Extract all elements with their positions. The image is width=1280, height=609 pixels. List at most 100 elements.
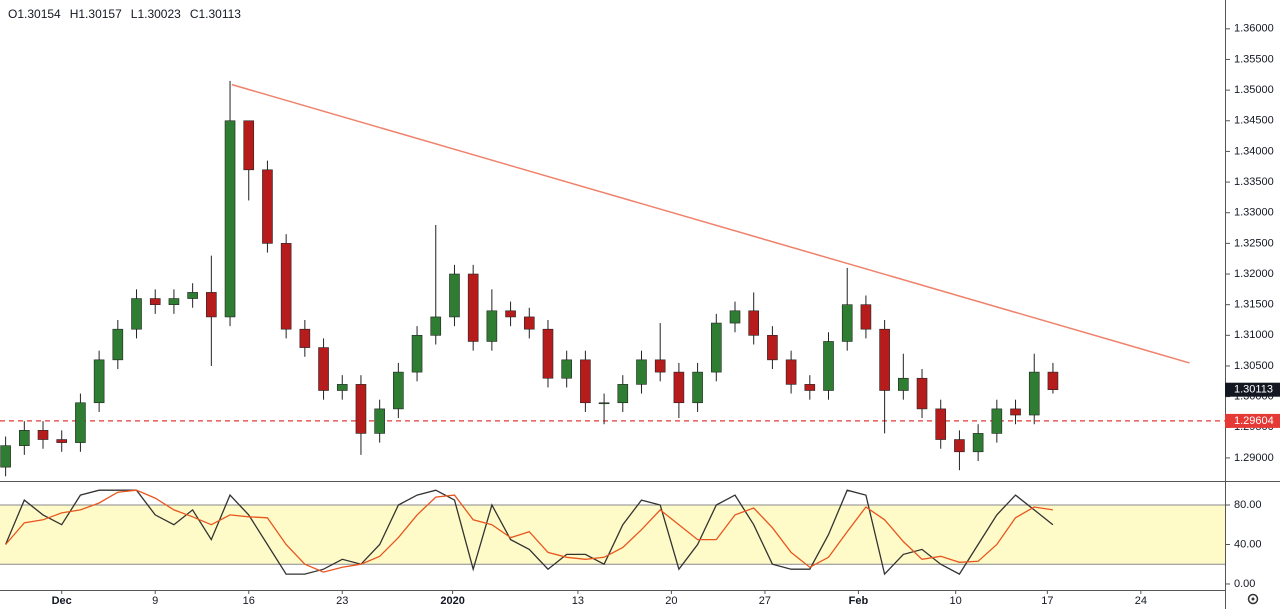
- support-price-label: 1.29604: [1234, 415, 1274, 427]
- candle-body: [673, 371, 685, 404]
- trendline: [231, 83, 1190, 364]
- candle-body: [93, 359, 105, 404]
- candle-body: [804, 384, 816, 391]
- candle-body: [467, 273, 479, 342]
- candle-body: [411, 335, 423, 373]
- candle-body: [785, 359, 797, 385]
- y-tick-label: 1.35000: [1234, 84, 1274, 96]
- candle-body: [187, 292, 198, 299]
- candle-body: [0, 445, 11, 468]
- candle-body: [224, 120, 236, 318]
- gear[interactable]: [1247, 593, 1259, 605]
- candle-body: [954, 439, 965, 453]
- candle-body: [318, 347, 329, 391]
- candle-body: [355, 384, 367, 434]
- y-tick-label: 1.32000: [1234, 268, 1274, 280]
- candle-body: [243, 120, 255, 171]
- candle-body: [149, 298, 161, 305]
- candle-body: [1010, 408, 1021, 416]
- candle-body: [935, 408, 947, 440]
- x-tick-label: 27: [759, 595, 771, 607]
- candle-body: [56, 439, 68, 443]
- candle-body: [636, 359, 647, 385]
- candle-body: [972, 433, 984, 453]
- y-tick-label: 1.36000: [1234, 23, 1274, 35]
- candle-body: [280, 243, 292, 330]
- candle-body: [767, 335, 778, 361]
- candle-body: [19, 430, 30, 446]
- y-tick-label: 40.00: [1234, 538, 1262, 550]
- ohlc-legend-item: C1.30113: [190, 7, 241, 21]
- y-tick-label: 0.00: [1234, 578, 1255, 590]
- candle-body: [841, 304, 853, 342]
- y-tick-label: 1.31500: [1234, 299, 1274, 311]
- y-tick-label: 1.30500: [1234, 360, 1274, 372]
- candle-body: [168, 298, 180, 305]
- y-tick-label: 1.34500: [1234, 115, 1274, 127]
- x-tick-label: 10: [950, 595, 962, 607]
- candle-body: [580, 359, 591, 404]
- ohlc-legend-item: L1.30023: [131, 7, 181, 21]
- candle-body: [542, 328, 554, 379]
- candle-body: [823, 341, 834, 391]
- price-label-box: [1225, 413, 1280, 428]
- candle-body: [879, 328, 890, 391]
- ohlc-legend-item: H1.30157: [70, 7, 122, 21]
- settings-icon[interactable]: [1247, 593, 1259, 605]
- candle-body: [393, 371, 404, 410]
- candle-body: [898, 377, 909, 391]
- candle-body: [692, 371, 703, 404]
- price-label-box: [1225, 382, 1280, 397]
- candle-body: [336, 384, 348, 391]
- last-price-label: 1.30113: [1234, 384, 1273, 396]
- candle-body: [617, 384, 629, 404]
- stoch-line: [5, 489, 1054, 576]
- candle-body: [430, 316, 442, 336]
- y-tick-label: 1.35500: [1234, 53, 1274, 65]
- y-tick-label: 80.00: [1234, 499, 1262, 511]
- candle-body: [654, 359, 666, 373]
- candle-body: [206, 292, 217, 318]
- y-tick-label: 1.29000: [1234, 452, 1274, 464]
- candle-body: [299, 328, 311, 348]
- candle-body: [37, 430, 49, 440]
- candle-body: [1047, 371, 1059, 391]
- candle-body: [748, 310, 760, 336]
- y-tick-label: 1.34000: [1234, 145, 1274, 157]
- candle-body: [262, 169, 273, 244]
- y-tick-label: 1.31000: [1234, 329, 1274, 341]
- gear-center[interactable]: [1251, 597, 1255, 601]
- candle-body: [112, 328, 124, 361]
- candle-body: [75, 402, 86, 443]
- candle-body: [131, 298, 142, 330]
- x-tick-label: 24: [1135, 595, 1147, 607]
- y-tick-label: 1.33500: [1234, 176, 1274, 188]
- candle-body: [991, 408, 1003, 434]
- candle-body: [916, 377, 928, 410]
- candle-body: [860, 304, 872, 330]
- x-tick-label: 9: [152, 595, 158, 607]
- candle-body: [561, 359, 572, 379]
- x-tick-label: 16: [243, 595, 255, 607]
- x-tick-label: Dec: [52, 595, 72, 607]
- candle-body: [505, 310, 516, 318]
- x-tick-label: 23: [336, 595, 348, 607]
- candle-body: [1028, 371, 1040, 416]
- x-tick-label: Feb: [849, 595, 869, 607]
- candle-body: [523, 316, 535, 330]
- candle-body: [449, 273, 460, 318]
- candle-body: [710, 322, 722, 373]
- x-tick-label: 17: [1041, 595, 1053, 607]
- candle-body: [729, 310, 741, 324]
- candle-body: [598, 402, 610, 405]
- x-tick-label: 20: [665, 595, 677, 607]
- x-tick-label: 2020: [440, 595, 464, 607]
- stoch-line: [5, 489, 1053, 573]
- y-tick-label: 1.33000: [1234, 207, 1274, 219]
- ohlc-legend: O1.30154 H1.30157 L1.30023 C1.30113: [8, 7, 241, 21]
- candle-body: [374, 408, 385, 434]
- y-tick-label: 1.32500: [1234, 237, 1274, 249]
- x-tick-label: 13: [572, 595, 584, 607]
- ohlc-legend-item: O1.30154: [8, 7, 61, 21]
